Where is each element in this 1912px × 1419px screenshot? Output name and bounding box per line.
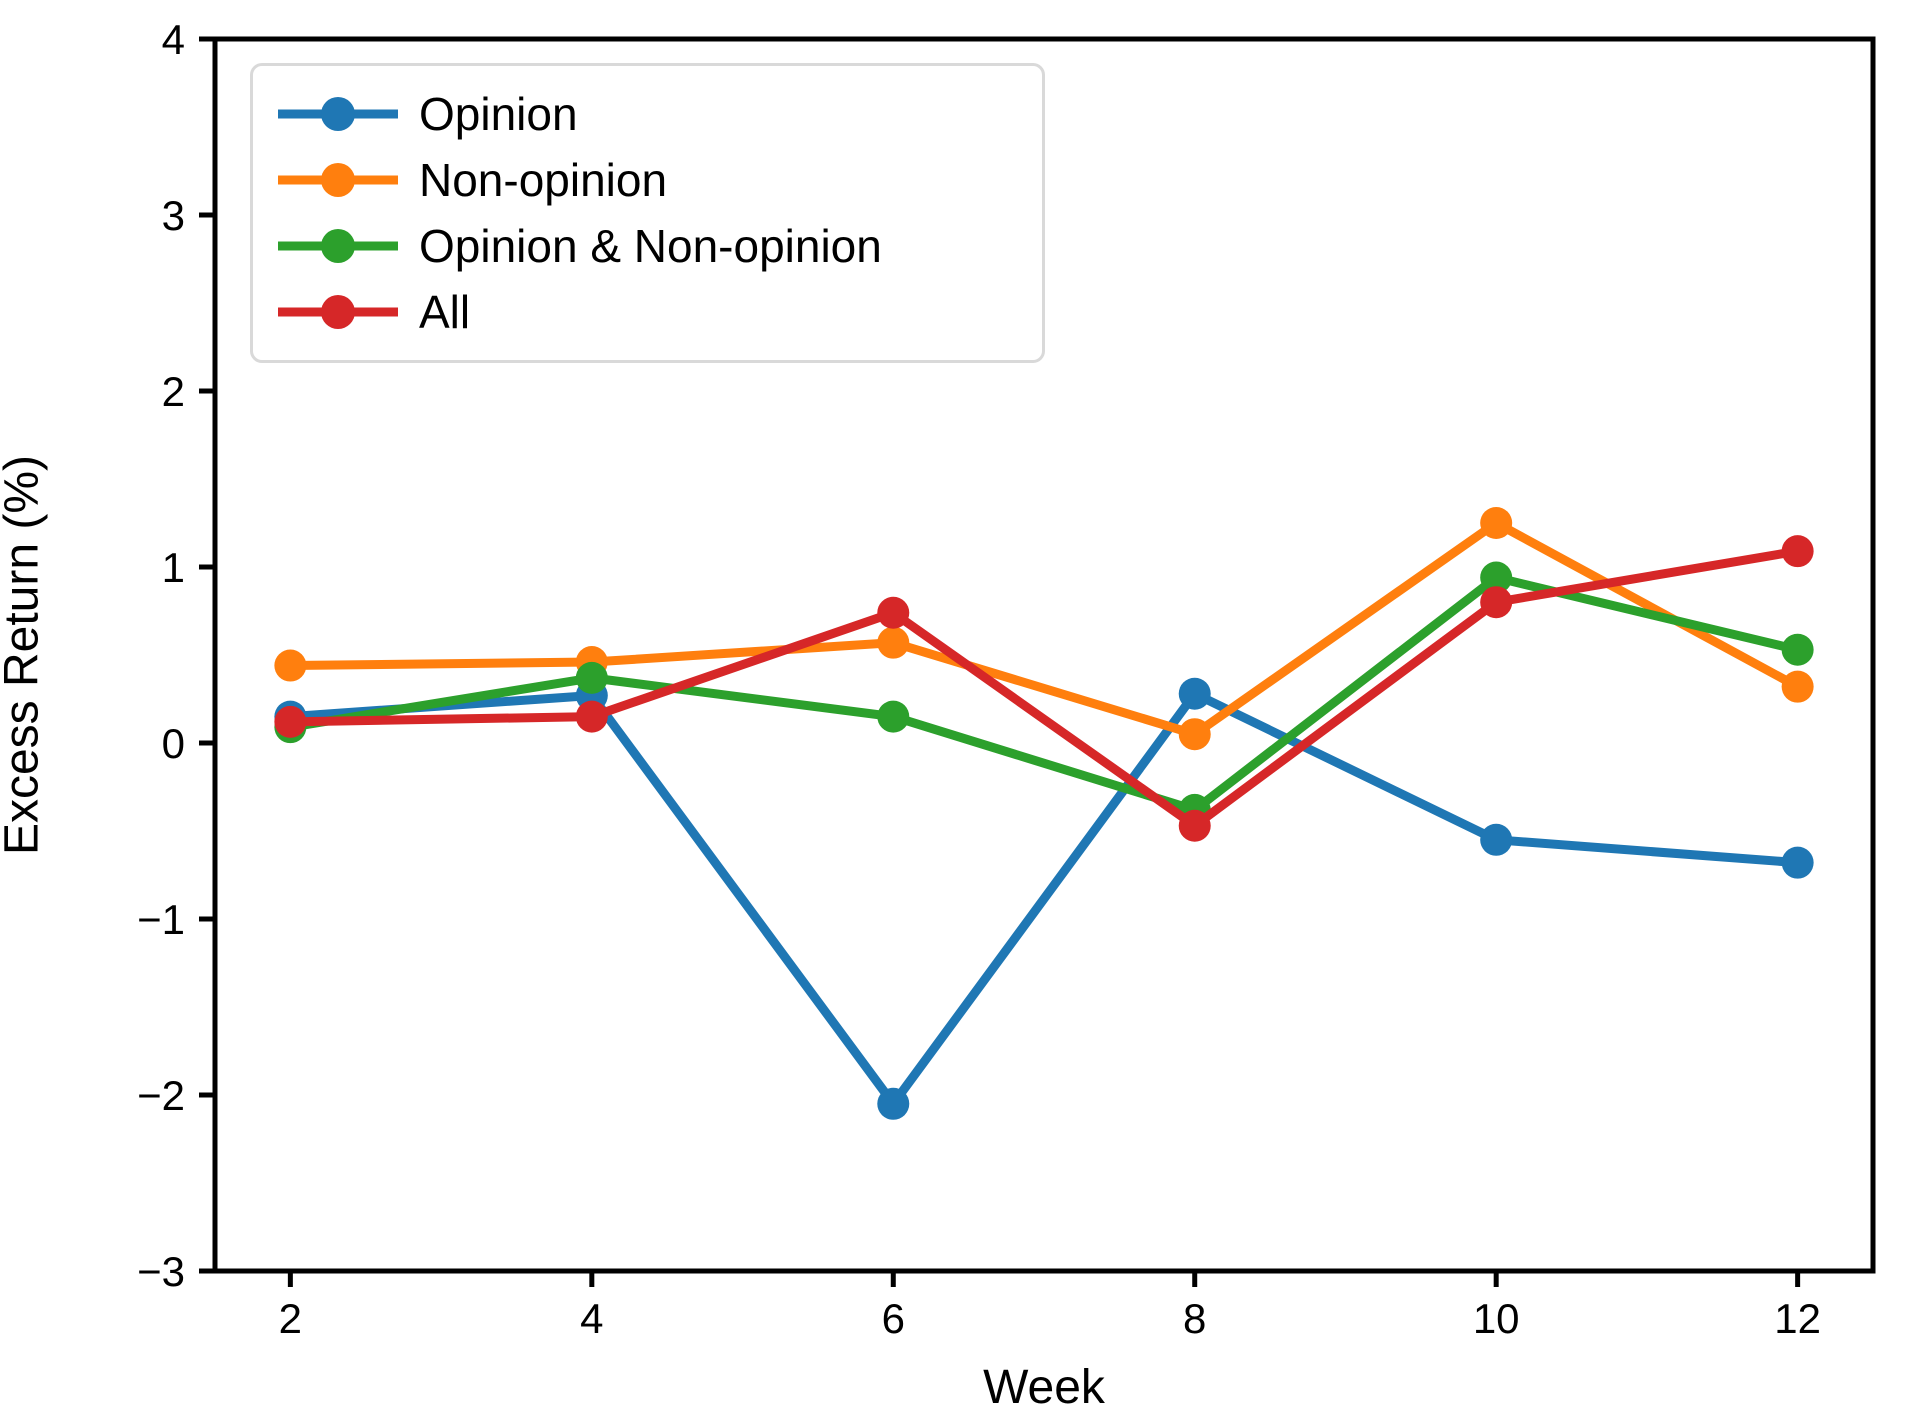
y-tick-label: 1 [162, 544, 185, 591]
data-point-opinion-week-8 [1178, 677, 1211, 710]
data-point-opinion-non-opinion-week-6 [877, 700, 910, 733]
y-tick-label: 4 [162, 16, 185, 63]
axes-spines [212, 36, 1876, 1274]
x-tick-label: 10 [1473, 1295, 1520, 1342]
data-point-opinion-non-opinion-week-10 [1480, 561, 1513, 594]
legend-label-opinion: Opinion [419, 88, 578, 140]
data-point-opinion-non-opinion-week-12 [1781, 633, 1814, 666]
legend-label-non-opinion: Non-opinion [419, 154, 668, 206]
data-point-all-week-4 [575, 700, 608, 733]
data-point-all-week-2 [274, 705, 307, 738]
series-line-opinion-non-opinion [285, 573, 1803, 815]
legend-item-opinion: Opinion [273, 81, 1022, 147]
x-axis-label: Week [983, 1361, 1105, 1414]
data-point-all-week-8 [1178, 809, 1211, 842]
y-tick-label: 3 [162, 192, 185, 239]
y-tick-label: 0 [162, 720, 185, 767]
x-tick-label: 6 [882, 1295, 905, 1342]
y-tick-label: −1 [137, 896, 185, 943]
y-tick-label: −3 [137, 1248, 185, 1295]
legend-label-all: All [419, 286, 471, 338]
x-tick-label: 2 [279, 1295, 302, 1342]
data-point-non-opinion-week-2 [274, 649, 307, 682]
data-point-opinion-week-6 [877, 1087, 910, 1120]
series-line-all [285, 546, 1803, 831]
y-tick-label: 2 [162, 368, 185, 415]
data-point-non-opinion-week-8 [1178, 718, 1211, 751]
y-axis-label: Excess Return (%) [0, 454, 49, 856]
legend-item-all: All [273, 279, 1022, 345]
data-point-non-opinion-week-10 [1480, 507, 1513, 539]
data-point-all-week-12 [1781, 535, 1814, 568]
legend-marker-opinion-icon [278, 97, 398, 131]
legend-marker-all-icon [278, 295, 398, 329]
data-point-non-opinion-week-12 [1781, 670, 1814, 703]
legend-item-opinion-and-non-opinion: Opinion & Non-opinion [273, 213, 1022, 279]
legend-item-non-opinion: Non-opinion [273, 147, 1022, 213]
x-tick-label: 12 [1774, 1295, 1821, 1342]
series-line-non-opinion [285, 518, 1803, 739]
data-point-all-week-10 [1480, 586, 1513, 619]
legend-label-opinion-and-non-opinion: Opinion & Non-opinion [419, 220, 882, 272]
data-point-opinion-week-12 [1781, 846, 1814, 879]
y-tick-label: −2 [137, 1072, 185, 1119]
data-point-opinion-non-opinion-week-4 [575, 661, 608, 694]
series-line-opinion [285, 689, 1803, 1109]
data-point-all-week-6 [877, 596, 910, 629]
data-point-non-opinion-week-6 [877, 626, 910, 659]
x-tick-label: 4 [580, 1295, 603, 1342]
legend-marker-opinion-and-non-opinion-icon [278, 229, 398, 263]
data-point-opinion-week-10 [1480, 823, 1513, 856]
legend-marker-non-opinion-icon [278, 163, 398, 197]
legend: Opinion Non-opinion Opinion & Non-opinio… [250, 63, 1045, 363]
x-tick-label: 8 [1183, 1295, 1206, 1342]
